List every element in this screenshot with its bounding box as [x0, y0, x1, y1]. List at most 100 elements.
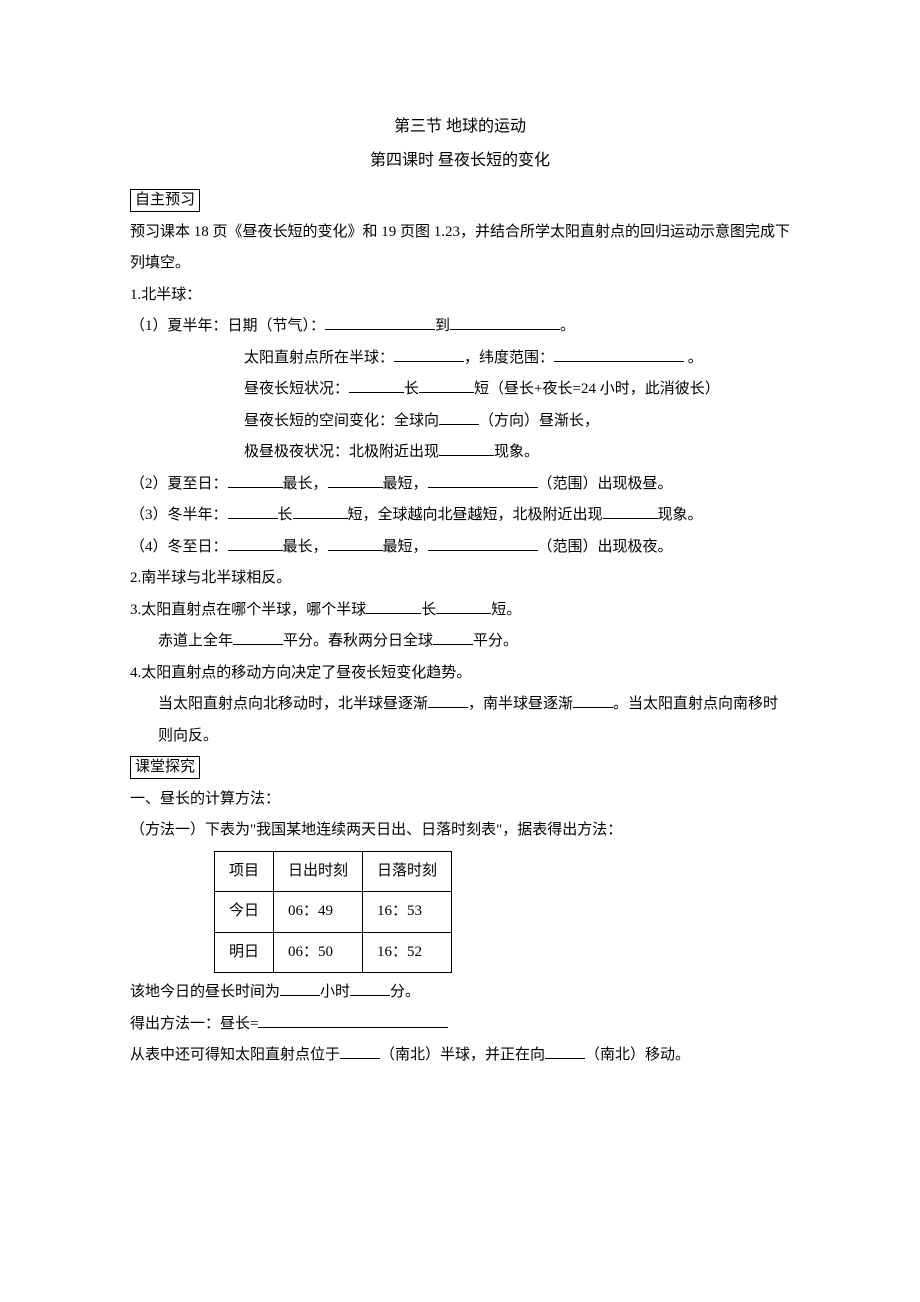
- blank[interactable]: [228, 535, 283, 551]
- text: （2）夏至日：: [130, 476, 228, 492]
- blank[interactable]: [228, 503, 278, 519]
- blank[interactable]: [439, 409, 479, 425]
- q1-1-line2: 太阳直射点所在半球：，纬度范围： 。: [130, 343, 790, 375]
- text: 到: [435, 318, 450, 334]
- sunrise-sunset-table: 项目 日出时刻 日落时刻 今日 06：49 16：53 明日 06：50 16：…: [214, 851, 452, 974]
- blank[interactable]: [328, 535, 383, 551]
- text: 平分。: [473, 633, 518, 649]
- q1-label: 1.北半球：: [130, 280, 790, 312]
- text: 短（昼长+夜长=24 小时，此消彼长）: [474, 381, 720, 397]
- text: 分。: [390, 984, 420, 1000]
- after-table-3: 从表中还可得知太阳直射点位于 （南北）半球，并正在向 （南北）移动。: [130, 1040, 790, 1072]
- preview-intro: 预习课本 18 页《昼夜长短的变化》和 19 页图 1.23，并结合所学太阳直射…: [130, 217, 790, 280]
- cell: 06：50: [274, 932, 363, 973]
- text: 太阳直射点所在半球：: [244, 350, 394, 366]
- boxed-label-preview: 自主预习: [130, 189, 200, 212]
- lesson-title: 第四课时 昼夜长短的变化: [130, 144, 790, 178]
- blank[interactable]: [325, 314, 435, 330]
- chapter-title: 第三节 地球的运动: [130, 110, 790, 144]
- blank[interactable]: [293, 503, 348, 519]
- blank[interactable]: [433, 629, 473, 645]
- blank[interactable]: [394, 346, 464, 362]
- blank[interactable]: [366, 598, 421, 614]
- text: （范围）出现极昼。: [538, 476, 673, 492]
- q4-line2: 当太阳直射点向北移动时，北半球昼逐渐，南半球昼逐渐。当太阳直射点向南移时则向反。: [130, 689, 790, 752]
- blank[interactable]: [428, 535, 538, 551]
- q1-1-line4: 昼夜长短的空间变化：全球向（方向）昼渐长，: [130, 406, 790, 438]
- text: 昼夜长短状况：: [244, 381, 349, 397]
- q3-line1: 3.太阳直射点在哪个半球，哪个半球 长 短。: [130, 595, 790, 627]
- text: 短，全球越向北昼越短，北极附近出现: [348, 507, 603, 523]
- q2: 2.南半球与北半球相反。: [130, 563, 790, 595]
- text: 最长，: [283, 476, 328, 492]
- text: （南北）移动。: [585, 1047, 690, 1063]
- text: 长: [278, 507, 293, 523]
- cell: 明日: [215, 932, 274, 973]
- text: ，南半球昼逐渐: [468, 696, 573, 712]
- after-table-2: 得出方法一：昼长=: [130, 1009, 790, 1041]
- q4: 4.太阳直射点的移动方向决定了昼夜长短变化趋势。: [130, 658, 790, 690]
- blank[interactable]: [233, 629, 283, 645]
- blank[interactable]: [258, 1012, 448, 1028]
- boxed-label-explore: 课堂探究: [130, 756, 200, 779]
- text: 当太阳直射点向北移动时，北半球昼逐渐: [158, 696, 428, 712]
- q1-1-line1: （1）夏半年：日期（节气）：到。: [130, 311, 790, 343]
- explore-method-1: （方法一）下表为"我国某地连续两天日出、日落时刻表"，据表得出方法：: [130, 815, 790, 847]
- text: （3）冬半年：: [130, 507, 228, 523]
- text: 短。: [491, 602, 521, 618]
- cell: 今日: [215, 892, 274, 933]
- table-header-row: 项目 日出时刻 日落时刻: [215, 851, 452, 892]
- text: 最短，: [383, 476, 428, 492]
- blank[interactable]: [545, 1043, 585, 1059]
- text: 该地今日的昼长时间为: [130, 984, 280, 1000]
- cell: 16：52: [363, 932, 452, 973]
- text: 最短，: [383, 539, 428, 555]
- text: 赤道上全年: [158, 633, 233, 649]
- blank[interactable]: [419, 377, 474, 393]
- blank[interactable]: [450, 314, 560, 330]
- text: 极昼极夜状况：北极附近出现: [244, 444, 439, 460]
- text: （4）冬至日：: [130, 539, 228, 555]
- q3-line2: 赤道上全年 平分。春秋两分日全球 平分。: [130, 626, 790, 658]
- table-row: 今日 06：49 16：53: [215, 892, 452, 933]
- blank[interactable]: [428, 692, 468, 708]
- blank[interactable]: [350, 980, 390, 996]
- text: 长: [404, 381, 419, 397]
- blank[interactable]: [428, 472, 538, 488]
- blank[interactable]: [228, 472, 283, 488]
- section-heading-preview: 自主预习: [130, 185, 790, 217]
- blank[interactable]: [439, 440, 494, 456]
- text: 从表中还可得知太阳直射点位于: [130, 1047, 340, 1063]
- col-header: 项目: [215, 851, 274, 892]
- blank[interactable]: [554, 346, 684, 362]
- section-heading-explore: 课堂探究: [130, 752, 790, 784]
- text: 3.太阳直射点在哪个半球，哪个半球: [130, 602, 366, 618]
- table-row: 明日 06：50 16：52: [215, 932, 452, 973]
- text: （南北）半球，并正在向: [380, 1047, 545, 1063]
- explore-heading-1: 一、昼长的计算方法：: [130, 784, 790, 816]
- blank[interactable]: [340, 1043, 380, 1059]
- blank[interactable]: [603, 503, 658, 519]
- text: 小时: [320, 984, 350, 1000]
- text: 平分。春秋两分日全球: [283, 633, 433, 649]
- blank[interactable]: [349, 377, 404, 393]
- text: 。: [684, 350, 703, 366]
- q1-4: （4）冬至日： 最长， 最短， （范围）出现极夜。: [130, 532, 790, 564]
- blank[interactable]: [436, 598, 491, 614]
- blank[interactable]: [328, 472, 383, 488]
- text: 现象。: [494, 444, 539, 460]
- q1-2: （2）夏至日： 最长， 最短， （范围）出现极昼。: [130, 469, 790, 501]
- q1-1-line3: 昼夜长短状况： 长 短（昼长+夜长=24 小时，此消彼长）: [130, 374, 790, 406]
- text: （范围）出现极夜。: [538, 539, 673, 555]
- text: 得出方法一：昼长=: [130, 1016, 258, 1032]
- col-header: 日出时刻: [274, 851, 363, 892]
- text: 长: [421, 602, 436, 618]
- blank[interactable]: [280, 980, 320, 996]
- after-table-1: 该地今日的昼长时间为 小时 分。: [130, 977, 790, 1009]
- blank[interactable]: [573, 692, 613, 708]
- text: （1）夏半年：日期（节气）：: [130, 318, 325, 334]
- text: 昼夜长短的空间变化：全球向: [244, 413, 439, 429]
- text: 最长，: [283, 539, 328, 555]
- q1-1-line5: 极昼极夜状况：北极附近出现 现象。: [130, 437, 790, 469]
- text: 现象。: [658, 507, 703, 523]
